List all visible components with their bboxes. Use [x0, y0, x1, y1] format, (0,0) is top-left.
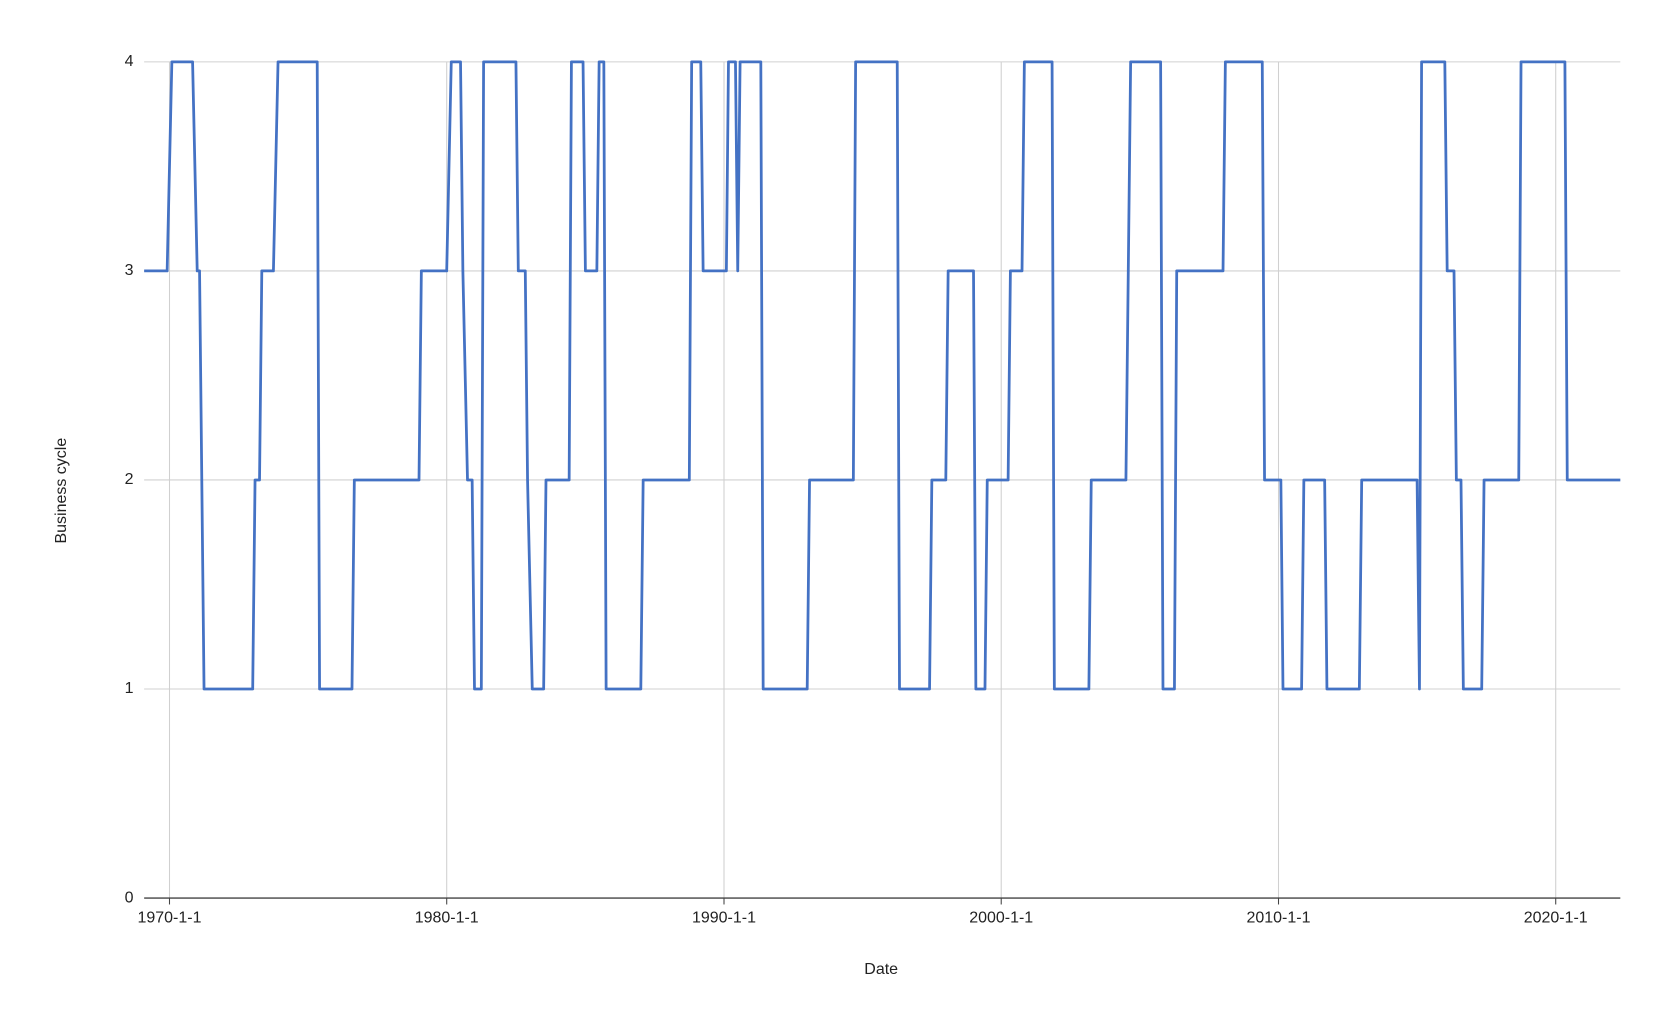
y-axis-title: Business cycle [53, 438, 70, 544]
x-tick-label: 1990-1-1 [692, 910, 756, 927]
data-line [144, 60, 1621, 691]
y-tick-label: 3 [125, 262, 134, 279]
y-tick-label: 0 [125, 889, 134, 906]
x-axis-title: Date [864, 961, 898, 978]
x-tick-label: 2010-1-1 [1247, 910, 1311, 927]
x-tick-label: 2020-1-1 [1524, 910, 1588, 927]
x-tick-label: 2000-1-1 [969, 910, 1033, 927]
x-tick-label: 1970-1-1 [138, 910, 202, 927]
y-tick-label: 1 [125, 680, 134, 697]
y-tick-label: 4 [125, 53, 134, 70]
y-tick-label: 2 [125, 471, 134, 488]
x-tick-label: 1980-1-1 [415, 910, 479, 927]
